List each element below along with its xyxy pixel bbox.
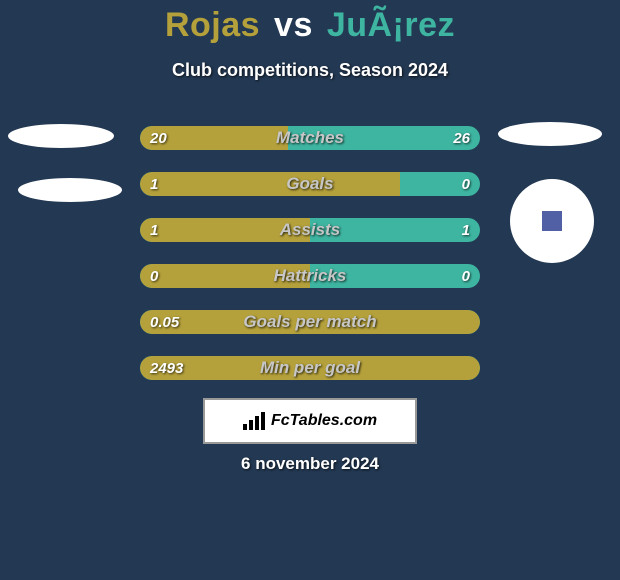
title-player-a: Rojas [165, 6, 260, 44]
avatar-placeholder [498, 122, 602, 146]
stat-bar-a [140, 264, 310, 288]
stat-row: 11Assists [140, 218, 480, 242]
stat-value-a: 0 [150, 264, 158, 288]
stat-value-a: 1 [150, 218, 158, 242]
stat-bar-a [140, 218, 310, 242]
stat-row: 0.05Goals per match [140, 310, 480, 334]
page-title: Rojas vs JuÃ¡rez [0, 6, 620, 45]
stat-value-b: 0 [462, 172, 470, 196]
brand-badge: FcTables.com [203, 398, 417, 444]
stat-value-b: 0 [462, 264, 470, 288]
footer-date: 6 november 2024 [0, 454, 620, 474]
avatar-placeholder [18, 178, 122, 202]
title-vs: vs [274, 6, 313, 44]
comparison-chart: 2026Matches10Goals11Assists00Hattricks0.… [140, 126, 480, 402]
stat-value-a: 20 [150, 126, 167, 150]
avatar-inner-icon [542, 211, 562, 231]
stat-row: 2493Min per goal [140, 356, 480, 380]
stat-row: 00Hattricks [140, 264, 480, 288]
bar-chart-icon [243, 412, 265, 430]
stat-value-b: 1 [462, 218, 470, 242]
subtitle-text: Club competitions, Season 2024 [0, 60, 620, 81]
stat-value-a: 1 [150, 172, 158, 196]
page-root: Rojas vs JuÃ¡rez Club competitions, Seas… [0, 0, 620, 580]
stat-bar-a [140, 172, 400, 196]
stat-bar-a [140, 356, 480, 380]
stat-value-b: 26 [453, 126, 470, 150]
avatar-circle-right [508, 177, 596, 265]
avatar-placeholder [8, 124, 114, 148]
stat-value-a: 2493 [150, 356, 183, 380]
stat-value-a: 0.05 [150, 310, 179, 334]
stat-row: 2026Matches [140, 126, 480, 150]
brand-text: FcTables.com [271, 412, 377, 430]
stat-row: 10Goals [140, 172, 480, 196]
stat-bar-a [140, 310, 480, 334]
title-player-b: JuÃ¡rez [327, 6, 455, 44]
